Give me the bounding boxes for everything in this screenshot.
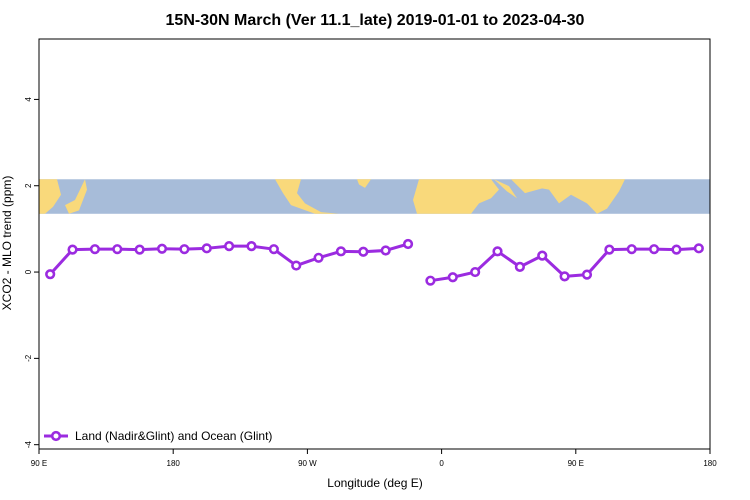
map-land-2 [275, 179, 339, 214]
data-point [537, 250, 548, 261]
data-point [156, 243, 168, 254]
x-tick-label: 180 [167, 459, 181, 468]
plot-frame [38, 38, 711, 450]
data-point [201, 243, 212, 254]
data-point [112, 244, 123, 255]
data-point [581, 269, 593, 280]
data-point [358, 246, 369, 257]
data-point [224, 241, 235, 252]
data-point [335, 246, 347, 257]
legend-marker [50, 430, 62, 442]
data-point [559, 271, 570, 282]
data-point [648, 244, 660, 255]
map-land-4 [413, 179, 499, 214]
data-point [402, 238, 414, 250]
data-point [268, 244, 279, 255]
data-point [134, 244, 145, 255]
x-tick-label: 90 E [568, 459, 584, 468]
data-point [693, 243, 704, 254]
map-land-1 [65, 179, 87, 214]
legend-label: Land (Nadir&Glint) and Ocean (Glint) [75, 429, 272, 443]
series-layer [45, 238, 704, 286]
data-point [447, 272, 458, 283]
data-point [246, 241, 257, 252]
map-land-0 [39, 179, 61, 214]
y-axis-label: XCO2 - MLO trend (ppm) [0, 176, 14, 311]
data-point [671, 244, 682, 255]
y-tick-label: 0 [24, 269, 33, 274]
x-tick-label: 90 W [298, 459, 317, 468]
y-axis: -4 -2 0 2 4 [24, 97, 39, 449]
data-point [514, 261, 525, 272]
legend: Land (Nadir&Glint) and Ocean (Glint) [44, 429, 272, 443]
data-point [604, 244, 615, 255]
data-point [470, 266, 481, 278]
data-point [313, 252, 324, 263]
y-tick-label: 4 [24, 97, 33, 102]
data-point [425, 275, 436, 286]
chart-title: 15N-30N March (Ver 11.1_late) 2019-01-01… [166, 12, 585, 29]
data-point [291, 260, 302, 271]
data-point [179, 244, 190, 255]
data-point [45, 269, 56, 280]
data-point [492, 246, 503, 257]
x-tick-label: 180 [703, 459, 717, 468]
map-land-3 [357, 179, 371, 188]
map-land-7 [529, 179, 625, 214]
x-tick-label: 90 E [31, 459, 47, 468]
x-axis-label: Longitude (deg E) [327, 476, 422, 490]
y-tick-label: -4 [24, 441, 33, 449]
x-tick-label: 0 [439, 459, 444, 468]
data-point [89, 244, 101, 255]
data-point [380, 245, 391, 256]
x-axis: 90 E 180 90 W 0 90 E 180 [31, 449, 717, 468]
data-point [626, 244, 637, 255]
y-tick-label: -2 [24, 354, 33, 362]
data-point [67, 244, 78, 255]
map-land-5 [494, 179, 517, 199]
y-tick-label: 2 [24, 183, 33, 188]
map-strip [39, 179, 710, 214]
